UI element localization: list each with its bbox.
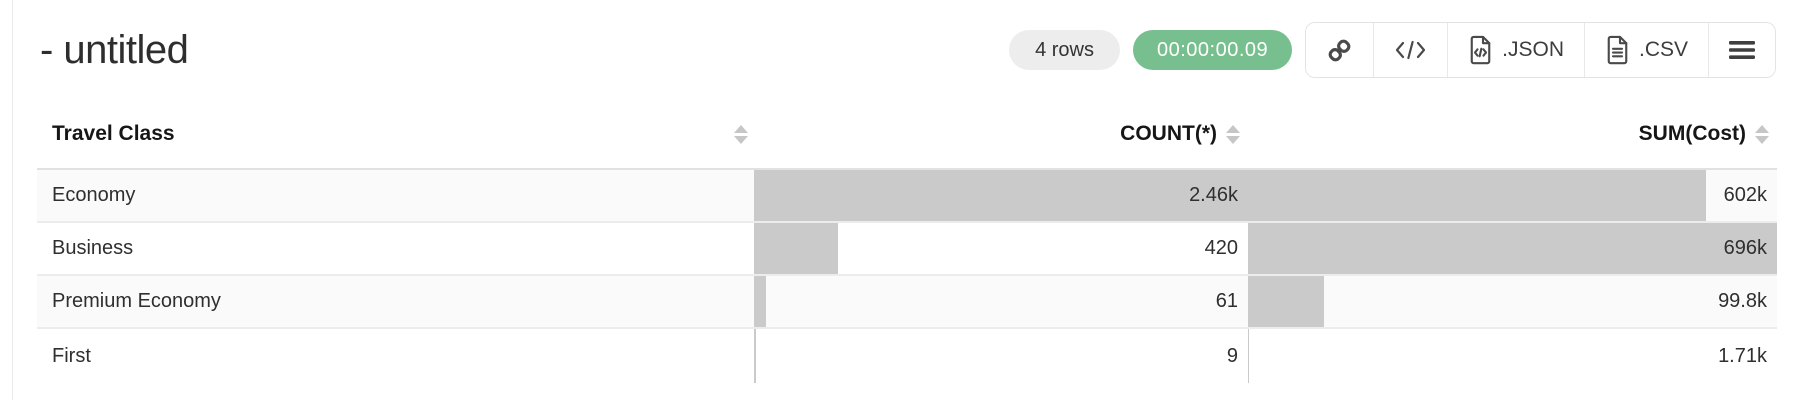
count-cell: 2.46k (754, 170, 1248, 221)
page-title: - untitled (40, 27, 189, 72)
travel-class-cell: First (52, 344, 91, 367)
hamburger-menu-icon (1729, 40, 1755, 60)
sum-cell: 99.8k (1248, 276, 1777, 327)
sort-icon[interactable] (734, 124, 748, 144)
column-header-sum-cost[interactable]: SUM(Cost) (1248, 100, 1777, 168)
count-cell: 9 (754, 329, 1248, 383)
table-row: Economy 2.46k 602k (37, 170, 1777, 223)
sum-bar (1248, 329, 1250, 383)
header-controls: 4 rows 00:00:00.09 (1009, 22, 1776, 78)
sum-bar (1248, 223, 1777, 274)
table-row: Premium Economy 61 99.8k (37, 276, 1777, 329)
export-json-button[interactable]: .JSON (1447, 23, 1584, 77)
table-header-row: Travel Class COUNT(*) SUM(Cost) (37, 100, 1777, 170)
count-bar (754, 170, 1248, 221)
export-csv-label: .CSV (1638, 38, 1688, 61)
code-icon (1394, 38, 1427, 62)
json-file-icon (1468, 35, 1493, 65)
sum-value: 1.71k (1718, 344, 1767, 367)
column-header-count[interactable]: COUNT(*) (754, 100, 1248, 168)
export-toolbar: .JSON .CSV (1305, 22, 1776, 78)
count-value: 9 (1226, 344, 1238, 367)
more-options-button[interactable] (1708, 23, 1775, 77)
travel-class-cell: Economy (52, 184, 136, 206)
count-cell: 61 (754, 276, 1248, 327)
export-json-label: .JSON (1502, 38, 1564, 61)
column-label: COUNT(*) (1120, 122, 1217, 145)
column-header-travel-class[interactable]: Travel Class (37, 100, 754, 168)
travel-class-cell: Business (52, 237, 134, 259)
csv-file-icon (1605, 35, 1630, 65)
results-table: Travel Class COUNT(*) SUM(Cost) Economy … (37, 100, 1777, 383)
count-value: 61 (1215, 290, 1238, 312)
sum-value: 602k (1723, 184, 1767, 206)
sum-cell: 696k (1248, 223, 1777, 274)
table-row: First 9 1.71k (37, 329, 1777, 383)
count-bar (754, 223, 839, 274)
count-bar (754, 276, 767, 327)
panel-left-border (12, 0, 13, 400)
count-cell: 420 (754, 223, 1248, 274)
export-csv-button[interactable]: .CSV (1583, 23, 1708, 77)
column-label: SUM(Cost) (1638, 122, 1746, 145)
query-timer-badge: 00:00:00.09 (1132, 30, 1293, 70)
link-icon (1326, 37, 1353, 64)
sum-value: 696k (1723, 237, 1767, 259)
sort-icon[interactable] (1755, 124, 1769, 144)
table-body: Economy 2.46k 602k Business 420 696k Pre… (37, 170, 1777, 383)
count-value: 2.46k (1189, 184, 1238, 206)
embed-code-button[interactable] (1373, 23, 1448, 77)
table-row: Business 420 696k (37, 223, 1777, 276)
sum-cell: 1.71k (1248, 329, 1777, 383)
travel-class-cell: Premium Economy (52, 290, 221, 312)
share-link-button[interactable] (1306, 23, 1374, 77)
sum-value: 99.8k (1718, 290, 1767, 312)
sum-bar (1248, 170, 1706, 221)
count-value: 420 (1204, 237, 1238, 259)
header-bar: - untitled 4 rows 00:00:00.09 (0, 0, 1816, 100)
count-bar (754, 329, 756, 383)
sort-icon[interactable] (1226, 124, 1240, 144)
column-label: Travel Class (52, 122, 175, 145)
sum-bar (1248, 276, 1324, 327)
sum-cell: 602k (1248, 170, 1777, 221)
row-count-badge: 4 rows (1009, 30, 1120, 70)
